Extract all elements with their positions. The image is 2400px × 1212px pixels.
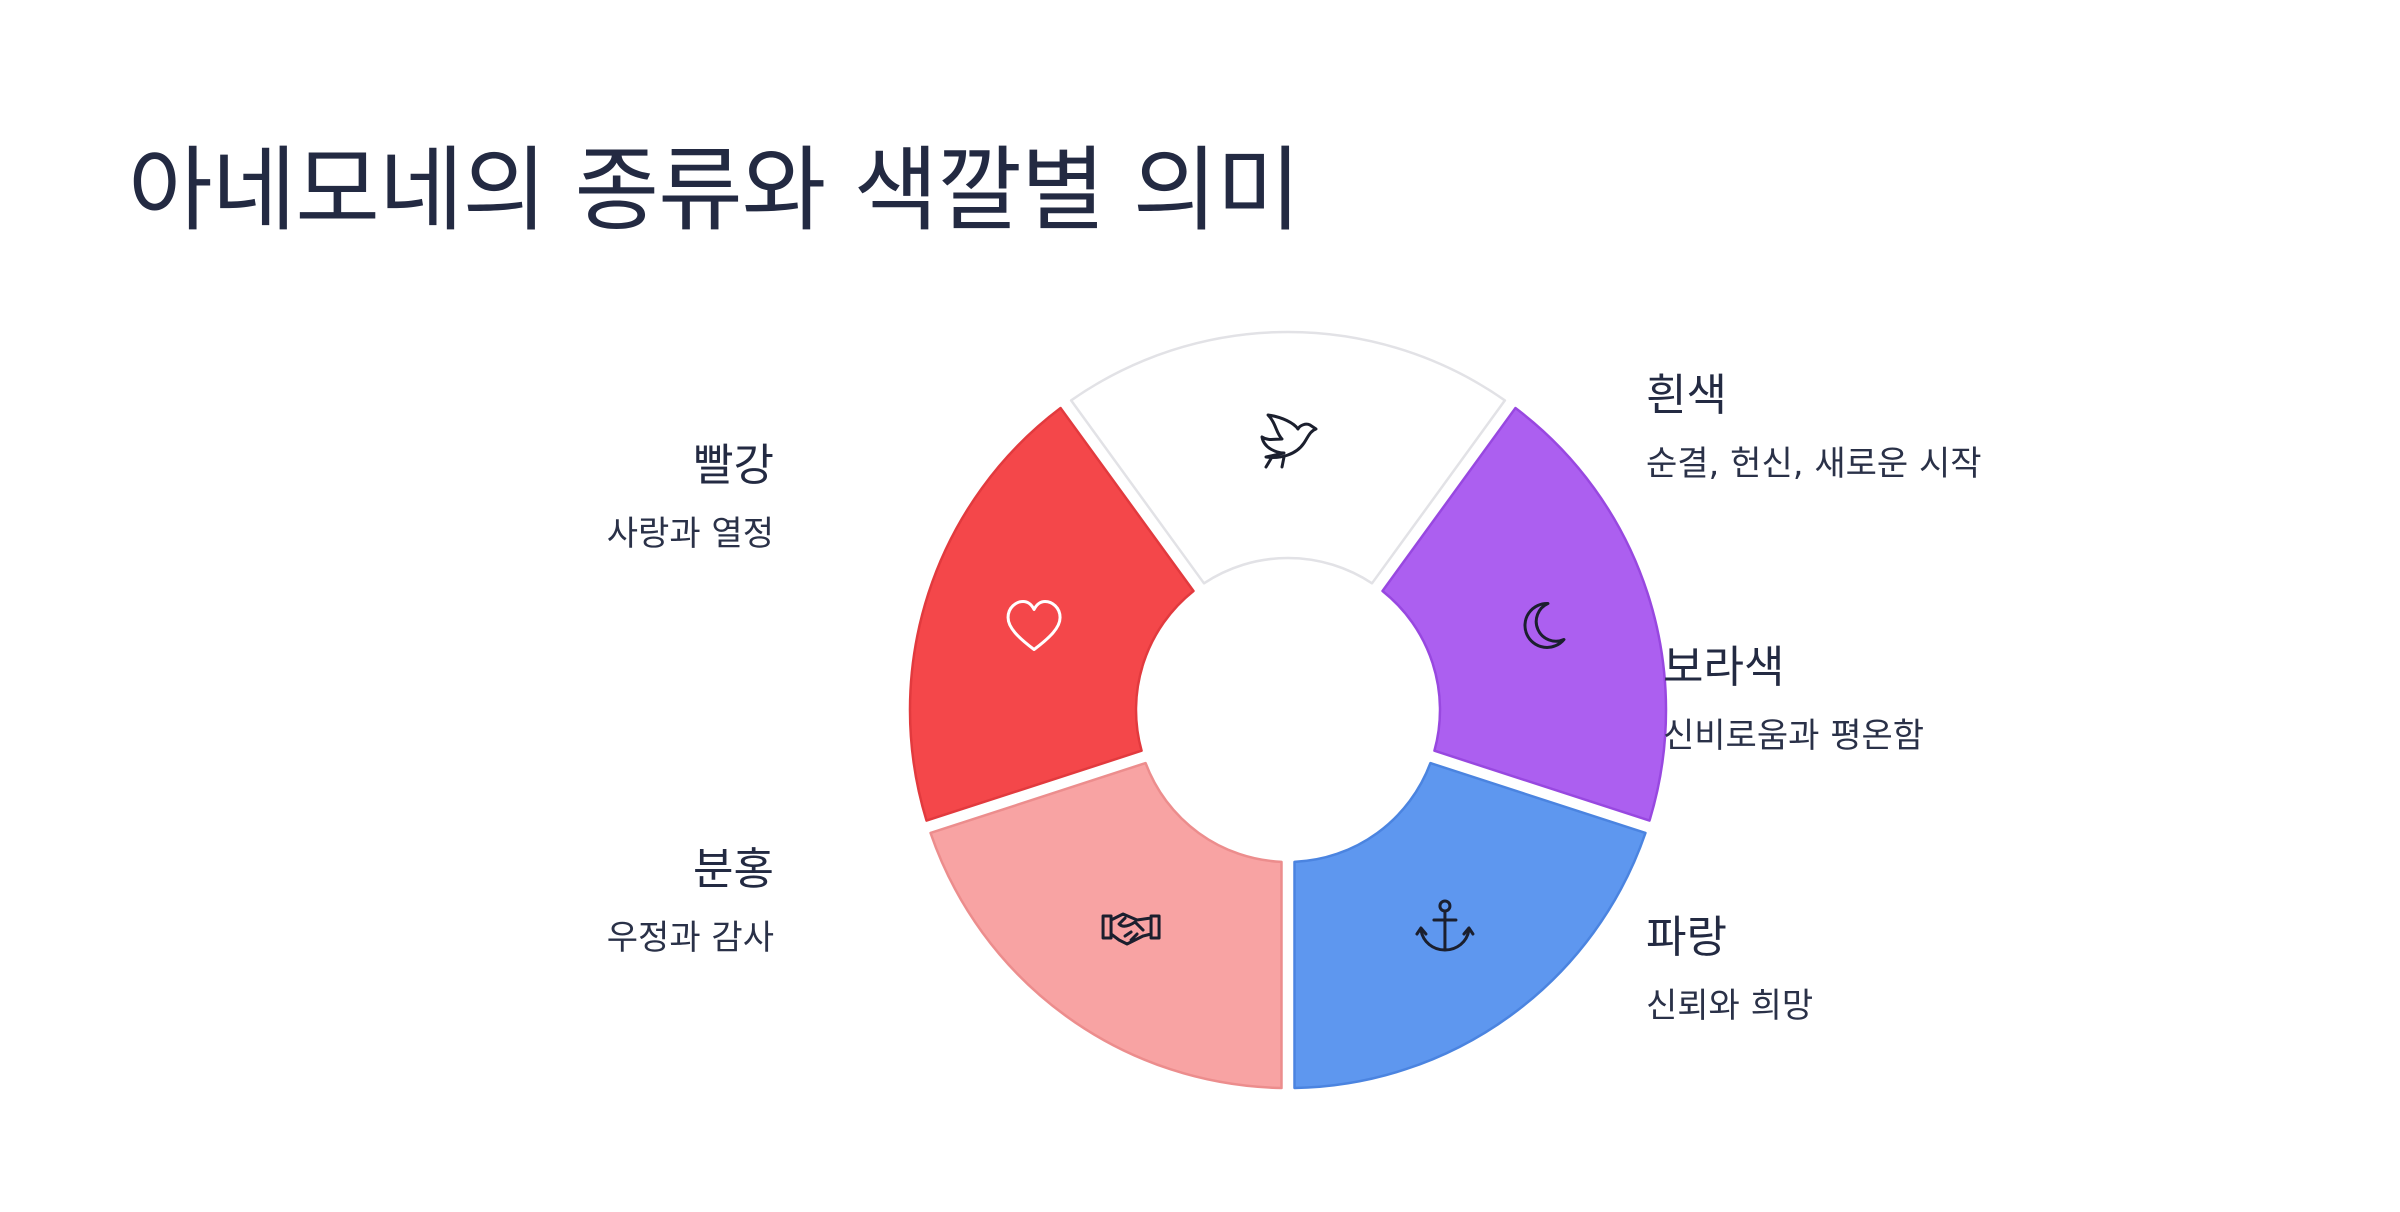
segment-pink xyxy=(929,761,1283,1090)
heart-icon xyxy=(1006,599,1062,651)
handshake-icon xyxy=(1101,912,1161,946)
segment-white xyxy=(1069,330,1507,585)
label-red-name: 빨강 xyxy=(693,440,774,491)
label-blue-name: 파랑 xyxy=(1646,912,1727,963)
label-pink-meaning: 우정과 감사 xyxy=(606,918,774,958)
segment-purple xyxy=(1381,406,1668,822)
label-red: 빨강 사랑과 열정 xyxy=(607,438,774,556)
page-title: 아네모네의 종류와 색깔별 의미 xyxy=(128,137,1301,244)
anchor-icon xyxy=(1415,899,1475,952)
moon-icon xyxy=(1523,601,1566,649)
label-blue: 파랑 신뢰와 희망 xyxy=(1646,910,1813,1028)
label-blue-meaning: 신뢰와 희망 xyxy=(1646,986,1814,1026)
label-white-meaning: 순결, 헌신, 새로운 시작 xyxy=(1646,444,1982,484)
dove-icon xyxy=(1260,413,1318,469)
segment-blue xyxy=(1293,761,1647,1090)
label-white-name: 흰색 xyxy=(1646,370,1727,421)
label-purple-name: 보라색 xyxy=(1663,642,1785,693)
label-white: 흰색 순결, 헌신, 새로운 시작 xyxy=(1646,368,1982,486)
label-purple: 보라색 신비로움과 평온함 xyxy=(1663,640,1924,758)
label-pink: 분홍 우정과 감사 xyxy=(607,842,774,960)
label-purple-meaning: 신비로움과 평온함 xyxy=(1663,716,1925,756)
segment-red xyxy=(908,406,1195,822)
label-pink-name: 분홍 xyxy=(693,844,774,895)
label-red-meaning: 사랑과 열정 xyxy=(606,514,774,554)
